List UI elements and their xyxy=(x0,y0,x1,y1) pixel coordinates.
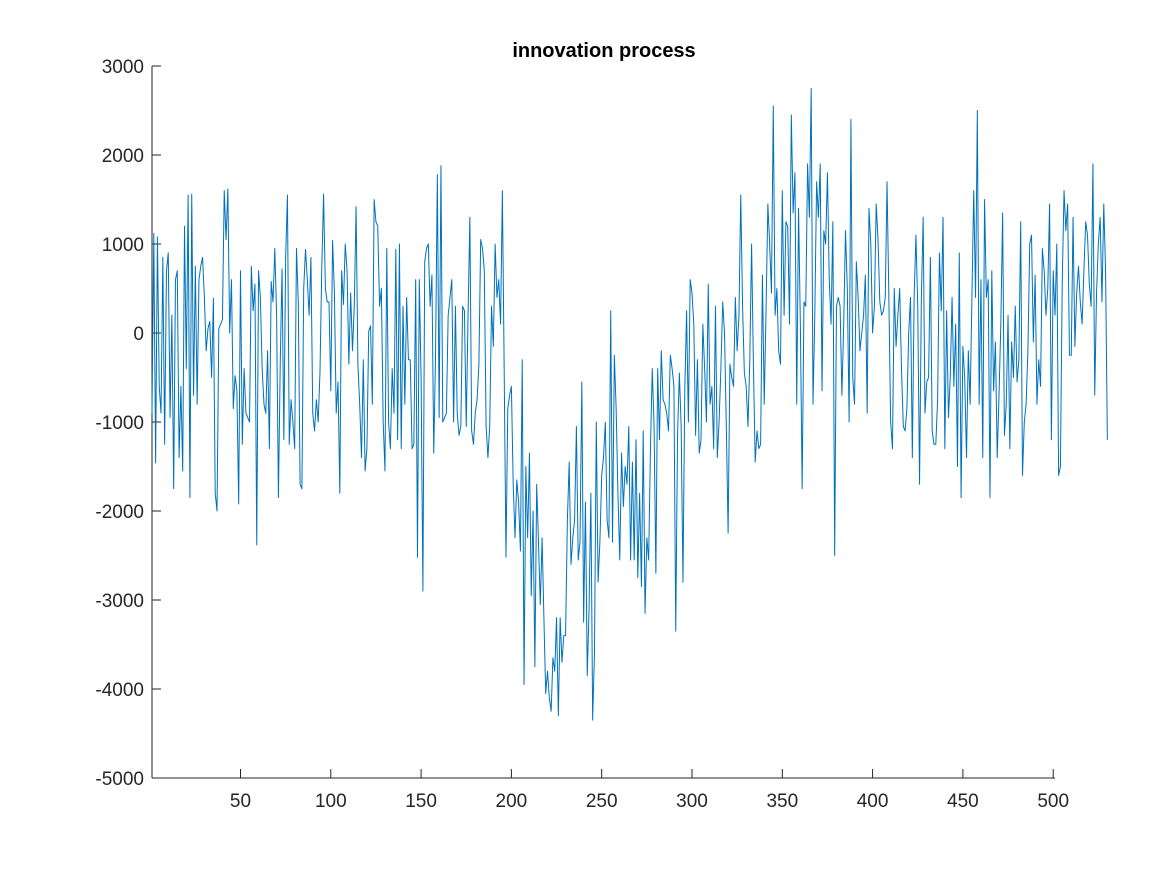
y-tick-label: 3000 xyxy=(102,57,144,78)
x-tick-label: 400 xyxy=(857,791,889,812)
y-tick-label: -2000 xyxy=(95,502,144,523)
x-tick-label: 100 xyxy=(315,791,347,812)
x-tick-label: 300 xyxy=(676,791,708,812)
y-tick-label: 1000 xyxy=(102,235,144,256)
y-tick-label: 2000 xyxy=(102,146,144,167)
x-tick-label: 350 xyxy=(766,791,798,812)
x-tick-label: 50 xyxy=(230,791,251,812)
x-tick-label: 200 xyxy=(496,791,528,812)
x-tick-label: 250 xyxy=(586,791,618,812)
series-layer xyxy=(151,87,1108,721)
y-tick-label: 0 xyxy=(133,324,144,345)
y-tick-label: -1000 xyxy=(95,413,144,434)
y-tick-label: -4000 xyxy=(95,680,144,701)
x-tick-label: 450 xyxy=(947,791,979,812)
y-tick-label: -5000 xyxy=(95,769,144,790)
x-tick-label: 150 xyxy=(405,791,437,812)
chart-title: innovation process xyxy=(512,40,695,62)
axes: 3000 2000 1000 0 -1000 -2000 -3000 -4000 -5000 50… xyxy=(95,57,1069,812)
y-tick-label: -3000 xyxy=(95,591,144,612)
x-tick-label: 500 xyxy=(1037,791,1069,812)
series-line xyxy=(151,87,1108,721)
